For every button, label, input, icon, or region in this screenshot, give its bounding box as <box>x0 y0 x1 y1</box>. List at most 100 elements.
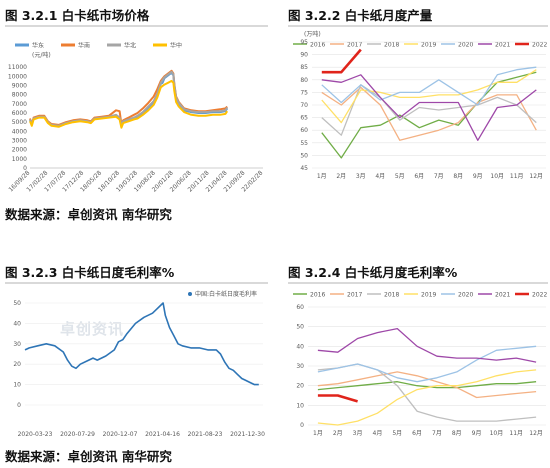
daily-margin-chart: 中国:白卡纸日度毛利率 0 10 20 30 40 50 2020-03-23 2020-07-… <box>13 290 265 438</box>
legend-label: 2021 <box>495 42 510 49</box>
y-tick-label: 70 <box>300 102 308 109</box>
y-tick-label: 50 <box>296 324 304 331</box>
x-tick-label: 7月 <box>434 173 444 180</box>
legend-label: 2016 <box>310 42 325 49</box>
title-divider <box>5 25 268 27</box>
x-tick-label: 3月 <box>356 173 366 180</box>
legend-label: 华东 <box>32 42 44 50</box>
watermark: 卓创资讯 <box>60 320 125 338</box>
y-tick-label: 50 <box>13 300 21 307</box>
y-unit-label: (万吨) <box>304 30 321 38</box>
y-tick-label: 45 <box>300 165 308 172</box>
x-tick-label: 11月 <box>509 430 523 437</box>
y-tick-label: 6000 <box>12 110 27 117</box>
series-line-2022 <box>321 48 362 74</box>
x-tick-label: 6月 <box>412 430 422 437</box>
x-tick-label: 11月 <box>510 173 524 180</box>
y-tick-label: 85 <box>300 64 308 71</box>
data-source-bottom: 数据来源：卓创资讯 南华研究 <box>5 449 172 464</box>
series-line-2016 <box>321 71 537 159</box>
x-tick-label: 1月 <box>317 173 327 180</box>
daily-margin-chart-title: 图 3.2.3 白卡纸日度毛利率% <box>5 265 175 280</box>
y-tick-label: 9000 <box>12 83 27 90</box>
series-line-2016 <box>317 381 537 391</box>
output-chart: 2016 2017 2018 2019 2020 2021 2022 45 50 55 60 65 70… <box>293 30 547 180</box>
legend-swatch <box>188 292 192 296</box>
series-line-2022 <box>317 394 358 403</box>
y-tick-label: 55 <box>300 140 308 147</box>
y-tick-label: 90 <box>300 52 308 59</box>
y-tick-label: 30 <box>13 341 21 348</box>
price-chart: 华东 华南 华北 华中 (元/吨) 0 1000 2000 3000 4000 5000 6000 70… <box>7 42 264 194</box>
y-tick-label: 40 <box>296 343 304 350</box>
series-line-2020 <box>317 345 537 383</box>
legend-label: 华中 <box>170 42 182 50</box>
y-tick-label: 40 <box>13 320 21 327</box>
monthly-margin-chart: 2016 2017 2018 2019 2020 2021 2022 0 10 20 30 40 50 6… <box>293 292 547 437</box>
x-tick-label: 4月 <box>373 430 383 437</box>
x-tick-label: 9月 <box>472 430 482 437</box>
data-source-top: 数据来源：卓创资讯 南华研究 <box>5 207 172 222</box>
legend-label: 2019 <box>421 292 436 299</box>
legend-label: 2020 <box>458 292 473 299</box>
series-line-2018 <box>321 84 537 136</box>
title-divider <box>288 25 548 27</box>
y-tick-label: 8000 <box>12 92 27 99</box>
series-line-daily-margin <box>24 302 259 386</box>
monthly-margin-chart-title: 图 3.2.4 白卡纸月度毛利率% <box>288 265 458 280</box>
price-chart-title: 图 3.2.1 白卡纸市场价格 <box>5 8 150 23</box>
series-line-华南 <box>29 69 228 126</box>
y-tick-label: 60 <box>300 127 308 134</box>
x-tick-label: 2021-12-30 <box>230 431 265 438</box>
x-tick-label: 8月 <box>452 430 462 437</box>
series-line-2020 <box>321 66 537 106</box>
y-tick-label: 10 <box>296 402 304 409</box>
series-line-2017 <box>321 86 537 141</box>
legend-label: 2020 <box>458 42 473 49</box>
y-tick-label: 65 <box>300 115 308 122</box>
y-tick-label: 95 <box>300 39 308 46</box>
legend-label: 2022 <box>532 292 547 299</box>
x-tick-label: 9月 <box>473 173 483 180</box>
x-tick-label: 5月 <box>392 430 402 437</box>
x-tick-label: 7月 <box>432 430 442 437</box>
legend-label: 2016 <box>310 292 325 299</box>
y-tick-label: 3000 <box>12 138 27 145</box>
x-tick-label: 4月 <box>375 173 385 180</box>
x-tick-label: 2021-04-16 <box>145 431 180 438</box>
title-divider <box>288 282 548 284</box>
y-tick-label: 0 <box>17 402 21 409</box>
y-tick-label: 4000 <box>12 128 27 135</box>
y-tick-label: 5000 <box>12 119 27 126</box>
y-tick-label: 7000 <box>12 101 27 108</box>
x-tick-label: 3月 <box>353 430 363 437</box>
y-unit-label: (元/吨) <box>32 51 51 59</box>
series-line-2019 <box>321 69 537 124</box>
y-tick-label: 20 <box>296 383 304 390</box>
x-tick-label: 2021-08-23 <box>188 431 223 438</box>
y-tick-label: 11000 <box>8 64 27 71</box>
x-tick-label: 8月 <box>453 173 463 180</box>
legend-label: 2017 <box>347 292 362 299</box>
series-line-2019 <box>317 369 537 426</box>
y-tick-label: 80 <box>300 77 308 84</box>
y-tick-label: 0 <box>300 422 304 429</box>
x-tick-label: 2020-03-23 <box>18 431 53 438</box>
x-tick-label: 12月 <box>529 173 543 180</box>
y-tick-label: 0 <box>23 165 27 172</box>
legend-label: 2018 <box>384 292 399 299</box>
series-line-华中 <box>29 79 229 129</box>
y-tick-label: 75 <box>300 89 308 96</box>
series-line-2021 <box>317 327 537 363</box>
y-tick-label: 1000 <box>12 156 27 163</box>
x-tick-label: 10月 <box>490 173 504 180</box>
x-tick-label: 2020-12-07 <box>103 431 138 438</box>
y-tick-label: 10 <box>13 382 21 389</box>
y-tick-label: 50 <box>300 152 308 159</box>
y-tick-label: 20 <box>13 361 21 368</box>
series-line-2017 <box>317 371 537 399</box>
x-tick-label: 10月 <box>490 430 504 437</box>
title-divider <box>5 282 268 284</box>
x-tick-label: 2月 <box>333 430 343 437</box>
x-tick-label: 2月 <box>336 173 346 180</box>
